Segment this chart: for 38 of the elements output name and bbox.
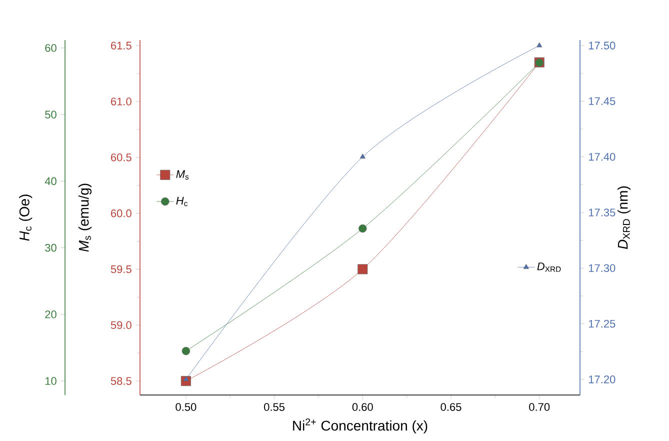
point bbox=[536, 42, 542, 48]
y3-tick-label: 40 bbox=[44, 177, 56, 186]
point bbox=[360, 154, 366, 159]
y2-tick-label: 17.50 bbox=[588, 42, 616, 50]
y2-tick-label: 17.30 bbox=[588, 264, 616, 272]
y2-tick-label: 17.25 bbox=[588, 320, 616, 328]
y3-tick-label: 10 bbox=[45, 377, 56, 385]
y-tick-label: 59.0 bbox=[110, 321, 132, 329]
x-tick-label: 0.60 bbox=[352, 403, 373, 411]
legend-label: M$_{s}$ bbox=[176, 170, 189, 180]
y3-axis-title: H$_{c}$ (Oe) bbox=[19, 194, 32, 241]
x-tick-label: 0.50 bbox=[176, 403, 196, 411]
y-axis-title: M$_{s}$ (emu/g) bbox=[78, 184, 92, 252]
x-tick-label: 0.65 bbox=[440, 403, 462, 411]
legend-label: D$_{XRD}$ bbox=[537, 262, 561, 272]
x-tick-label: 0.55 bbox=[264, 403, 285, 411]
y-tick-label: 60.5 bbox=[111, 154, 132, 162]
y2-tick-label: 17.45 bbox=[588, 97, 616, 106]
y2-tick-label: 17.20 bbox=[588, 376, 616, 384]
y3-tick-label: 60 bbox=[45, 44, 56, 52]
y3-tick-label: 30 bbox=[45, 244, 56, 252]
y-tick-label: 58.5 bbox=[110, 377, 132, 385]
y2-tick-label: 17.35 bbox=[588, 208, 616, 216]
y-tick-label: 61.5 bbox=[111, 42, 132, 50]
y2-tick-label: 17.40 bbox=[588, 152, 616, 161]
y3-tick-label: 50 bbox=[45, 110, 56, 118]
point bbox=[183, 376, 189, 382]
point bbox=[358, 264, 368, 274]
y-tick-label: 60.0 bbox=[111, 209, 132, 218]
x-axis-title: Ni$^{2+}$ Concentration (x) bbox=[293, 418, 428, 434]
point bbox=[182, 346, 190, 356]
x-tick-label: 0.70 bbox=[529, 403, 550, 411]
legend-label: H$_{c}$ bbox=[176, 196, 188, 206]
y3-tick-label: 20 bbox=[45, 310, 56, 318]
y-tick-label: 61.0 bbox=[111, 98, 132, 106]
y-tick-label: 59.5 bbox=[110, 265, 132, 274]
y2-axis-title: D$_{XRD}$ (nm) bbox=[617, 186, 631, 250]
point bbox=[358, 224, 367, 233]
